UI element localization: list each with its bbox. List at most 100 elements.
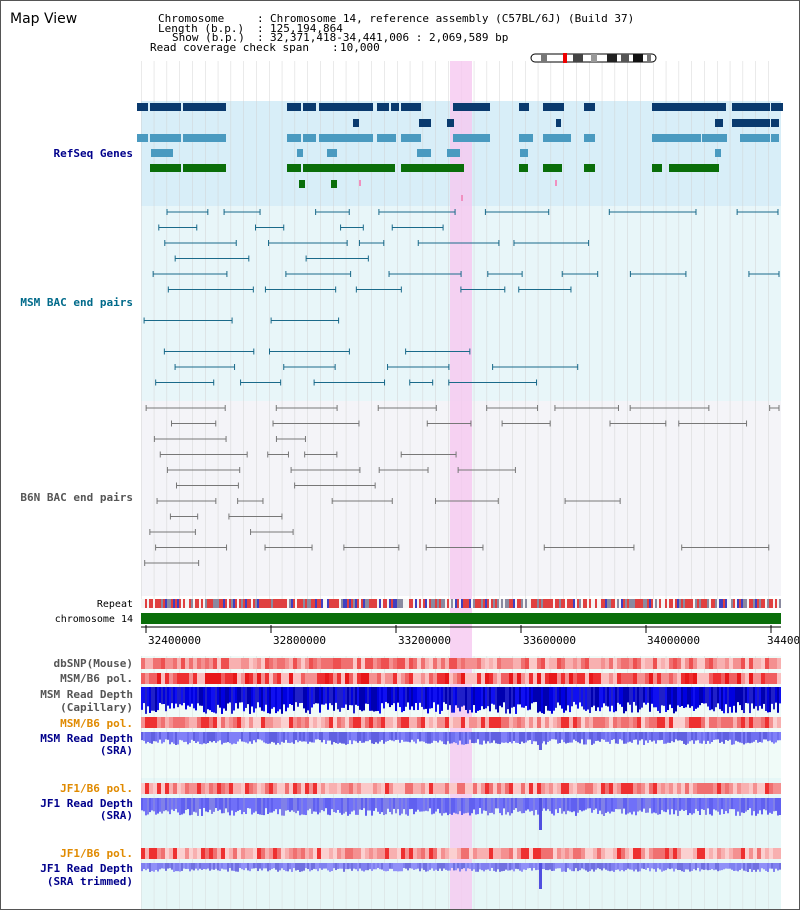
read-depth-bar bbox=[557, 732, 559, 744]
track-label-msm-b6-pol[interactable]: MSM/B6 pol. bbox=[60, 672, 133, 685]
read-depth-bar bbox=[575, 863, 577, 869]
highlight-region[interactable] bbox=[450, 61, 472, 909]
repeat-element bbox=[529, 599, 531, 608]
heatmap-cell bbox=[157, 783, 161, 794]
heatmap-cell bbox=[169, 783, 173, 794]
read-depth-bar bbox=[491, 732, 493, 743]
read-depth-bar bbox=[207, 798, 209, 813]
read-depth-bar bbox=[435, 798, 437, 812]
heatmap-cell bbox=[473, 658, 477, 669]
read-depth-bar bbox=[167, 798, 169, 812]
read-depth-bar bbox=[609, 798, 611, 814]
read-depth-bar bbox=[381, 687, 383, 704]
track-label-msm-b6-pol-2[interactable]: MSM/B6 pol. bbox=[60, 717, 133, 730]
read-depth-bar bbox=[771, 863, 773, 869]
heatmap-cell bbox=[501, 783, 505, 794]
gene-feature bbox=[771, 103, 783, 111]
read-depth-bar bbox=[143, 687, 145, 704]
read-depth-bar bbox=[261, 863, 263, 871]
repeat-element bbox=[547, 599, 549, 608]
read-depth-bar bbox=[217, 732, 219, 742]
track-label-msm-depth-cap[interactable]: MSM Read Depth bbox=[40, 688, 133, 701]
heatmap-cell bbox=[429, 848, 433, 859]
track-label-dbsnp[interactable]: dbSNP(Mouse) bbox=[53, 657, 133, 670]
heatmap-cell bbox=[309, 783, 313, 794]
read-depth-bar bbox=[315, 732, 317, 740]
heatmap-cell bbox=[401, 783, 405, 794]
read-depth-bar bbox=[463, 863, 465, 869]
read-depth-bar bbox=[769, 732, 771, 741]
read-depth-bar bbox=[621, 798, 623, 814]
heatmap-cell bbox=[541, 717, 545, 728]
heatmap-cell bbox=[577, 717, 581, 728]
read-depth-bar bbox=[771, 798, 773, 814]
repeat-element bbox=[721, 599, 723, 608]
track-label-jf1-b6-pol[interactable]: JF1/B6 pol. bbox=[60, 782, 133, 795]
heatmap-cell bbox=[181, 673, 185, 684]
repeat-element bbox=[429, 599, 431, 608]
read-depth-bar bbox=[439, 798, 441, 814]
read-depth-bar bbox=[145, 732, 147, 744]
read-depth-bar bbox=[709, 798, 711, 815]
heatmap-cell bbox=[605, 848, 609, 859]
repeat-element bbox=[633, 599, 635, 608]
track-label-jf1-depth-sra[interactable]: JF1 Read Depth bbox=[40, 797, 133, 810]
read-depth-bar bbox=[423, 863, 425, 870]
heatmap-cell bbox=[737, 658, 741, 669]
read-depth-bar bbox=[651, 798, 653, 814]
track-label-refseq[interactable]: RefSeq Genes bbox=[53, 147, 133, 160]
gene-feature bbox=[652, 103, 726, 111]
read-depth-bar bbox=[197, 798, 199, 816]
gene-feature bbox=[584, 103, 595, 111]
read-depth-bar bbox=[613, 798, 615, 812]
read-depth-bar bbox=[177, 732, 179, 745]
heatmap-cell bbox=[449, 848, 453, 859]
heatmap-cell bbox=[569, 658, 573, 669]
track-label-jf1-depth-trim[interactable]: JF1 Read Depth bbox=[40, 862, 133, 875]
heatmap-cell bbox=[261, 673, 265, 684]
read-depth-bar bbox=[389, 687, 391, 708]
heatmap-cell bbox=[317, 673, 321, 684]
heatmap-cell bbox=[325, 673, 329, 684]
read-depth-bar bbox=[615, 687, 617, 712]
read-depth-bar bbox=[501, 687, 503, 708]
read-depth-bar bbox=[579, 863, 581, 871]
heatmap-cell bbox=[741, 658, 745, 669]
heatmap-cell bbox=[381, 658, 385, 669]
heatmap-cell bbox=[521, 717, 525, 728]
heatmap-cell bbox=[277, 658, 281, 669]
repeat-element bbox=[777, 599, 779, 608]
track-label-b6n-bac[interactable]: B6N BAC end pairs bbox=[20, 491, 133, 504]
track-label-msm-depth-sra[interactable]: MSM Read Depth bbox=[40, 732, 133, 745]
heatmap-cell bbox=[585, 658, 589, 669]
read-depth-spike bbox=[539, 732, 542, 750]
read-depth-bar bbox=[537, 863, 539, 870]
read-depth-bar bbox=[321, 798, 323, 811]
read-depth-bar bbox=[197, 732, 199, 742]
track-label-msm-bac[interactable]: MSM BAC end pairs bbox=[20, 296, 133, 309]
repeat-element bbox=[543, 599, 545, 608]
repeat-element bbox=[337, 599, 339, 608]
read-depth-bar bbox=[401, 798, 403, 814]
read-depth-bar bbox=[335, 863, 337, 871]
read-depth-bar bbox=[659, 798, 661, 815]
chromosome-ideogram[interactable] bbox=[530, 53, 657, 63]
read-depth-bar bbox=[571, 863, 573, 872]
repeat-element bbox=[557, 599, 559, 608]
read-depth-bar bbox=[175, 687, 177, 704]
repeat-element bbox=[549, 599, 551, 608]
read-depth-bar bbox=[709, 732, 711, 744]
heatmap-cell bbox=[449, 717, 453, 728]
heatmap-cell bbox=[281, 673, 285, 684]
heatmap-cell bbox=[749, 658, 753, 669]
read-depth-bar bbox=[535, 863, 537, 871]
read-depth-bar bbox=[305, 732, 307, 742]
heatmap-cell bbox=[349, 658, 353, 669]
heatmap-cell bbox=[421, 783, 425, 794]
read-depth-bar bbox=[387, 732, 389, 741]
heatmap-cell bbox=[481, 848, 485, 859]
heatmap-cell bbox=[541, 783, 545, 794]
gene-feature bbox=[447, 119, 454, 127]
track-label-jf1-b6-pol-2[interactable]: JF1/B6 pol. bbox=[60, 847, 133, 860]
